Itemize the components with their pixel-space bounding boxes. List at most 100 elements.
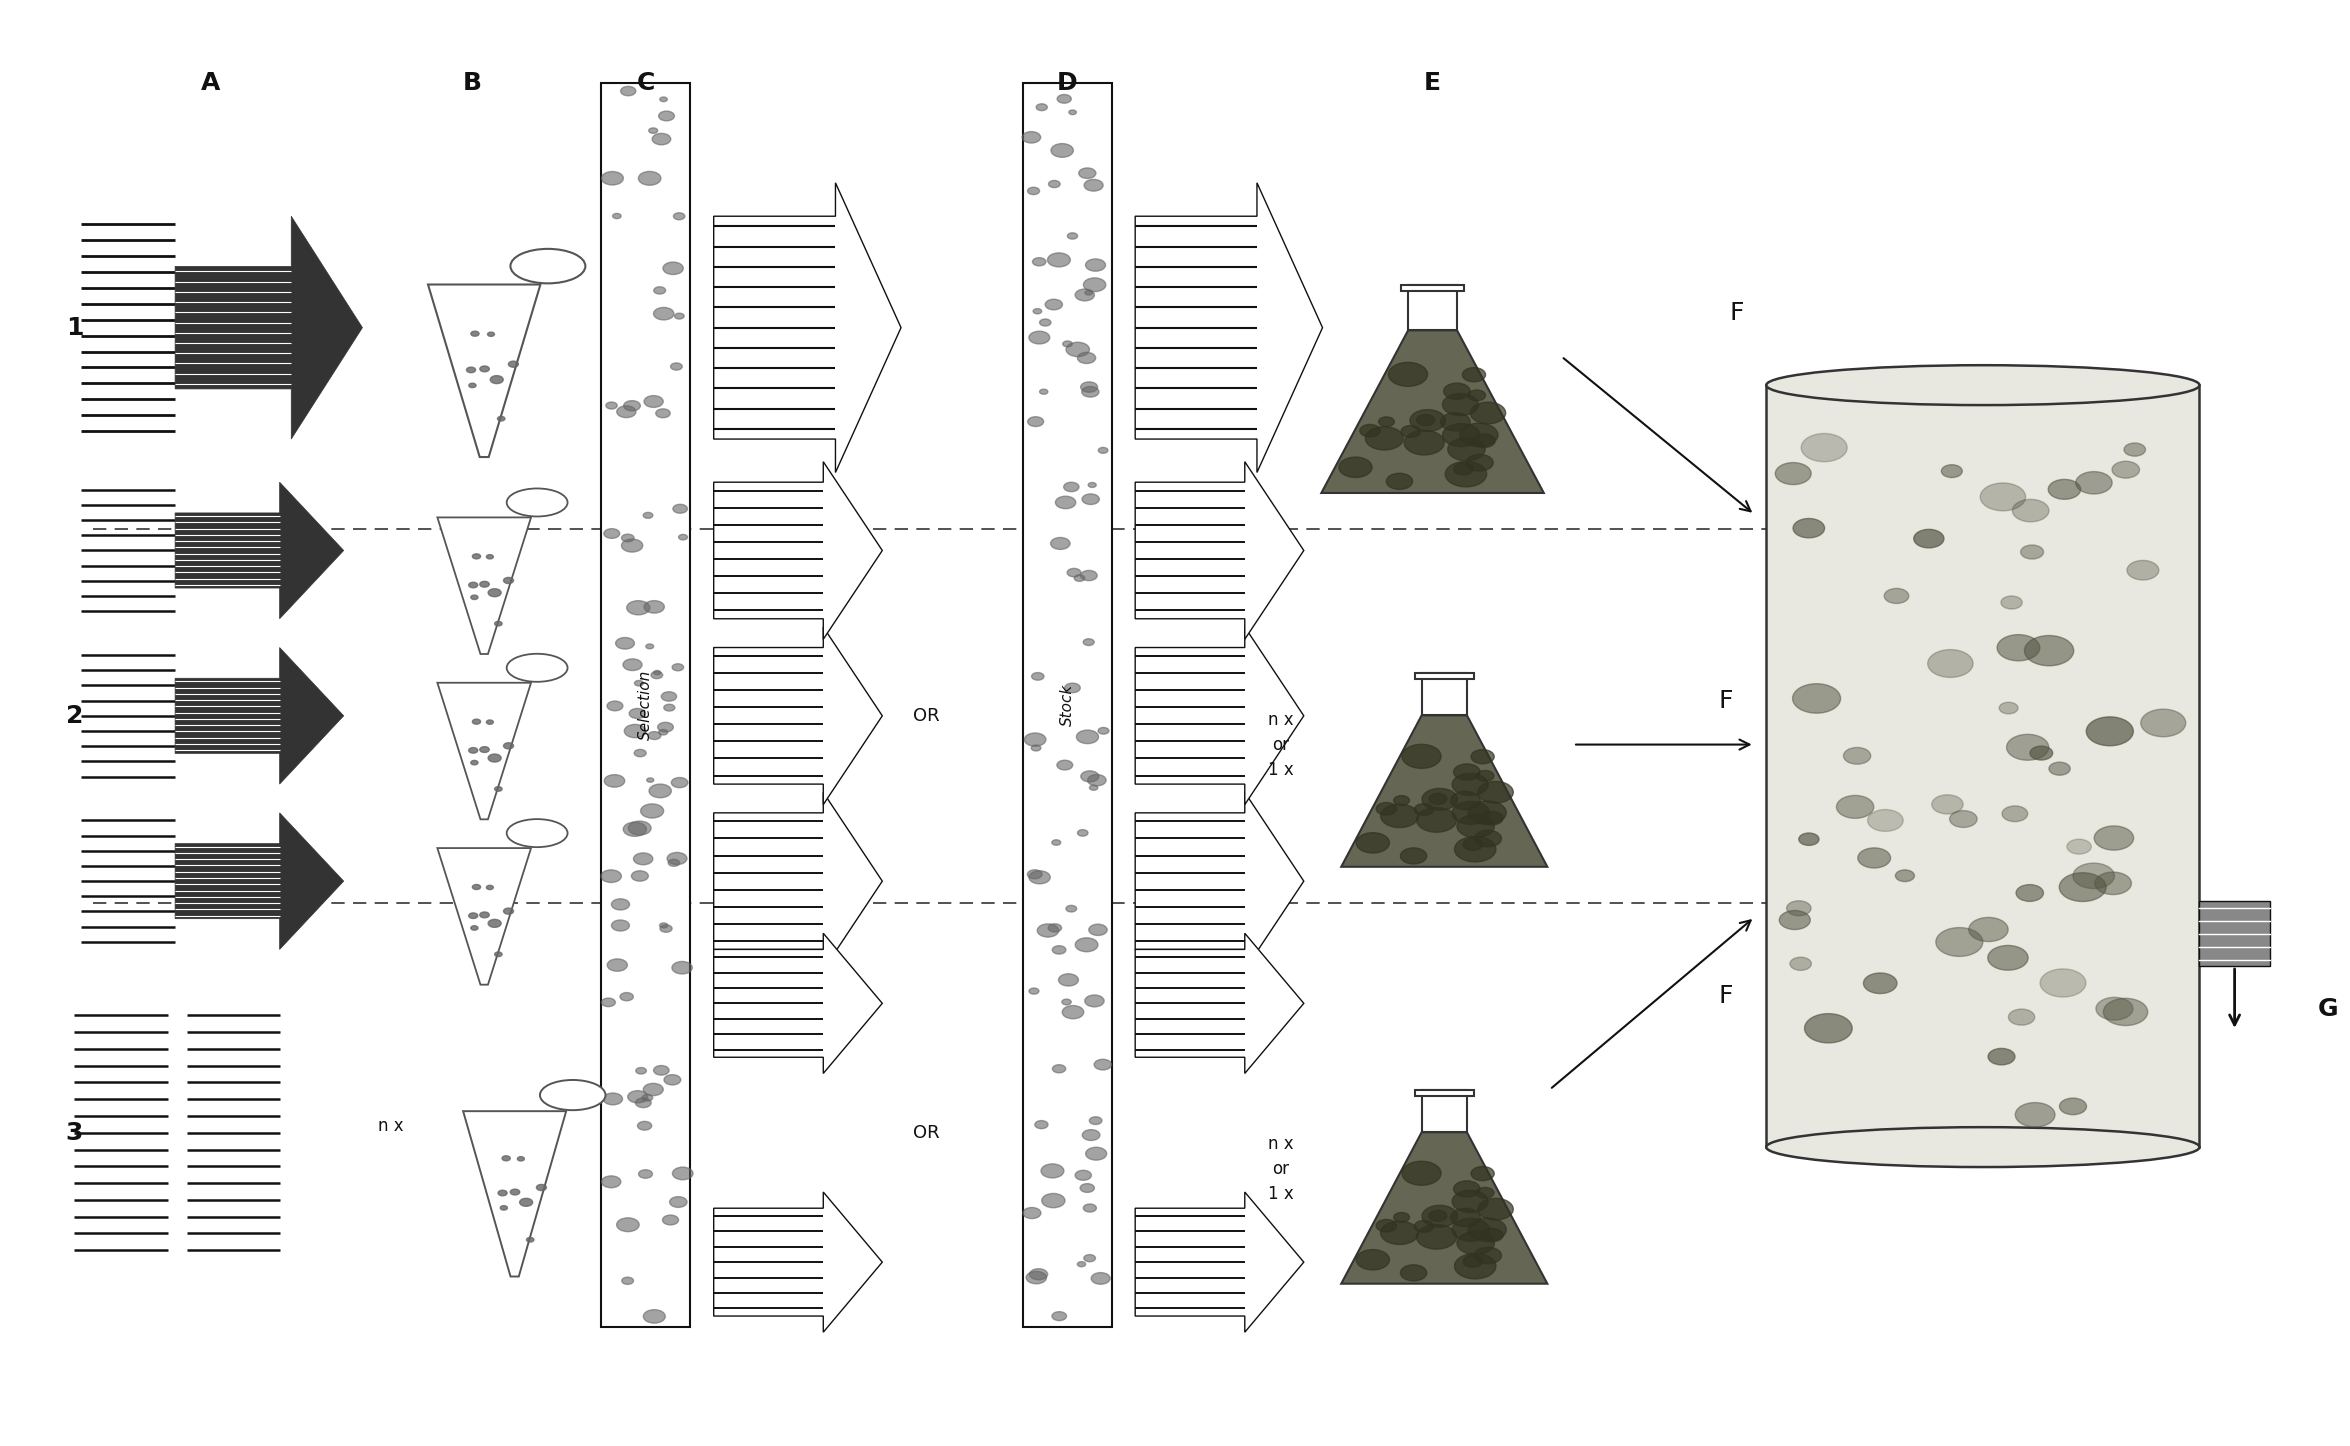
- Circle shape: [651, 671, 663, 678]
- Circle shape: [1036, 924, 1060, 937]
- Circle shape: [674, 213, 684, 220]
- Circle shape: [503, 577, 515, 584]
- Circle shape: [670, 363, 681, 370]
- Circle shape: [1480, 811, 1504, 824]
- Circle shape: [486, 555, 494, 560]
- Polygon shape: [1342, 1132, 1546, 1284]
- Circle shape: [1950, 811, 1976, 827]
- Circle shape: [672, 962, 693, 975]
- Circle shape: [2049, 762, 2070, 775]
- Circle shape: [1932, 795, 1962, 814]
- Circle shape: [1377, 1219, 1396, 1232]
- Circle shape: [663, 704, 674, 711]
- Circle shape: [1469, 1218, 1506, 1241]
- Circle shape: [1417, 415, 1434, 425]
- Circle shape: [1058, 761, 1072, 769]
- Circle shape: [1394, 1213, 1410, 1222]
- Circle shape: [656, 409, 670, 418]
- Circle shape: [616, 406, 637, 418]
- Circle shape: [620, 87, 637, 95]
- Circle shape: [1076, 289, 1095, 301]
- Circle shape: [1471, 402, 1506, 424]
- Circle shape: [616, 638, 635, 649]
- Circle shape: [1339, 457, 1372, 477]
- Circle shape: [1034, 308, 1041, 314]
- Circle shape: [611, 920, 630, 931]
- Text: F: F: [1718, 690, 1732, 713]
- Circle shape: [1786, 901, 1812, 915]
- Circle shape: [1469, 390, 1485, 401]
- Circle shape: [620, 539, 644, 552]
- Circle shape: [616, 1218, 639, 1232]
- Circle shape: [1469, 801, 1506, 824]
- Circle shape: [634, 749, 646, 756]
- Circle shape: [479, 912, 489, 918]
- Circle shape: [1074, 576, 1086, 581]
- Circle shape: [1032, 745, 1041, 750]
- Bar: [1415, 672, 1473, 680]
- Circle shape: [486, 720, 494, 724]
- Circle shape: [1455, 836, 1497, 862]
- Circle shape: [660, 97, 667, 101]
- Circle shape: [639, 172, 660, 185]
- Circle shape: [1025, 733, 1046, 746]
- Circle shape: [604, 775, 625, 787]
- Circle shape: [644, 600, 665, 613]
- Bar: [1401, 285, 1464, 292]
- Circle shape: [2141, 709, 2186, 737]
- Circle shape: [519, 1199, 533, 1206]
- Circle shape: [1055, 496, 1076, 509]
- Circle shape: [1069, 110, 1076, 114]
- Polygon shape: [1135, 1192, 1304, 1332]
- Circle shape: [627, 600, 651, 615]
- Circle shape: [672, 505, 689, 513]
- Circle shape: [1079, 168, 1095, 178]
- Polygon shape: [714, 933, 881, 1073]
- Circle shape: [526, 1238, 533, 1242]
- Circle shape: [1473, 434, 1495, 448]
- Circle shape: [1032, 672, 1043, 680]
- Circle shape: [1401, 847, 1426, 865]
- Circle shape: [1459, 424, 1497, 447]
- Circle shape: [1034, 1121, 1048, 1129]
- Circle shape: [1379, 416, 1394, 427]
- Circle shape: [1443, 424, 1480, 447]
- Text: OR: OR: [914, 707, 940, 724]
- Circle shape: [2030, 746, 2052, 761]
- Text: n x
or
1 x: n x or 1 x: [1267, 710, 1292, 778]
- Circle shape: [663, 262, 684, 275]
- Circle shape: [1448, 438, 1485, 461]
- Circle shape: [1081, 1184, 1095, 1193]
- Circle shape: [1473, 830, 1502, 847]
- Circle shape: [1452, 774, 1488, 795]
- Circle shape: [1464, 1255, 1483, 1267]
- Text: 1: 1: [66, 315, 82, 340]
- Polygon shape: [714, 792, 881, 970]
- Circle shape: [503, 743, 515, 749]
- Text: 2: 2: [66, 704, 82, 727]
- Circle shape: [2124, 442, 2146, 455]
- Ellipse shape: [1767, 366, 2200, 405]
- Circle shape: [1471, 1167, 1495, 1181]
- Circle shape: [1095, 1060, 1112, 1070]
- Circle shape: [1394, 795, 1410, 805]
- Circle shape: [1356, 1249, 1389, 1270]
- Circle shape: [1083, 179, 1102, 191]
- Circle shape: [1090, 1116, 1102, 1125]
- Circle shape: [2023, 636, 2073, 665]
- Circle shape: [1410, 409, 1445, 431]
- Circle shape: [494, 787, 503, 791]
- Circle shape: [1417, 1225, 1457, 1249]
- Circle shape: [637, 1067, 646, 1074]
- Circle shape: [1800, 434, 1847, 461]
- Text: G: G: [2317, 998, 2338, 1021]
- Bar: [1408, 285, 1457, 330]
- Polygon shape: [437, 518, 531, 654]
- Circle shape: [672, 664, 684, 671]
- Circle shape: [1941, 464, 1962, 477]
- Circle shape: [1835, 795, 1873, 818]
- Polygon shape: [714, 461, 881, 639]
- Circle shape: [489, 920, 501, 927]
- Polygon shape: [1135, 628, 1304, 804]
- Circle shape: [1805, 1014, 1852, 1043]
